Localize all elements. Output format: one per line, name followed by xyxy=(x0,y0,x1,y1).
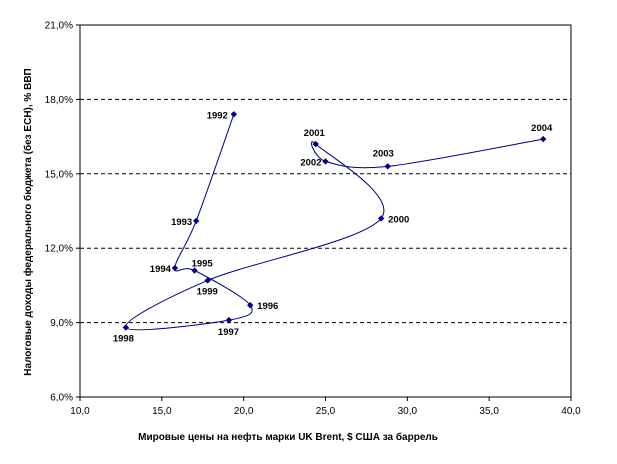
data-point xyxy=(247,302,254,309)
y-tick-label: 21,0% xyxy=(45,21,73,32)
data-point xyxy=(377,215,385,222)
x-tick-label: 25,0 xyxy=(316,406,336,417)
y-axis-title: Налоговые доходы федерального бюджета (б… xyxy=(22,68,34,375)
y-tick-label: 18,0% xyxy=(45,95,73,106)
data-point xyxy=(230,111,238,118)
label-layer: 1992 1993 1994 1995 1996 1997 1998 1999 2000 2001… xyxy=(113,110,553,344)
x-tick-label: 15,0 xyxy=(152,406,172,417)
x-tick-label: 30,0 xyxy=(398,406,418,417)
point-label: 1994 xyxy=(150,264,172,275)
data-point xyxy=(171,264,179,272)
point-label: 1993 xyxy=(171,217,192,228)
x-axis-title: Мировые цены на нефть марки UK Brent, $ … xyxy=(138,431,438,443)
x-tick-label: 20,0 xyxy=(234,406,254,417)
y-tick-label: 12,0% xyxy=(45,244,73,255)
point-label: 1997 xyxy=(218,327,239,338)
point-label: 2002 xyxy=(300,157,321,168)
data-point xyxy=(322,158,329,165)
point-label: 1992 xyxy=(207,110,228,121)
y-tick-label: 9,0% xyxy=(50,318,73,329)
y-tick-label: 6,0% xyxy=(50,393,73,404)
data-point xyxy=(539,135,547,143)
data-point xyxy=(122,324,130,331)
x-tick-label: 35,0 xyxy=(479,406,499,417)
y-tick-label: 15,0% xyxy=(45,169,73,180)
axis-layer: 6,0% 9,0% 12,0% 15,0% 18,0% 21,0% 10,0 15,0 20,0… xyxy=(45,21,582,418)
data-point xyxy=(225,316,233,324)
point-label: 1996 xyxy=(257,301,278,312)
point-label: 1995 xyxy=(192,259,214,270)
point-label: 2001 xyxy=(304,128,326,139)
point-layer xyxy=(122,111,547,331)
data-point xyxy=(193,217,200,225)
point-label: 2004 xyxy=(531,123,553,134)
x-tick-label: 40,0 xyxy=(561,406,581,417)
data-point xyxy=(191,267,198,274)
x-tick-label: 10,0 xyxy=(70,406,90,417)
point-label: 1999 xyxy=(197,286,218,297)
plot-area-border xyxy=(79,24,572,398)
data-point xyxy=(384,163,391,170)
data-point xyxy=(312,140,319,148)
point-label: 2000 xyxy=(388,214,409,225)
point-label: 2003 xyxy=(373,148,394,159)
point-label: 1998 xyxy=(113,334,134,345)
data-point xyxy=(204,277,211,284)
